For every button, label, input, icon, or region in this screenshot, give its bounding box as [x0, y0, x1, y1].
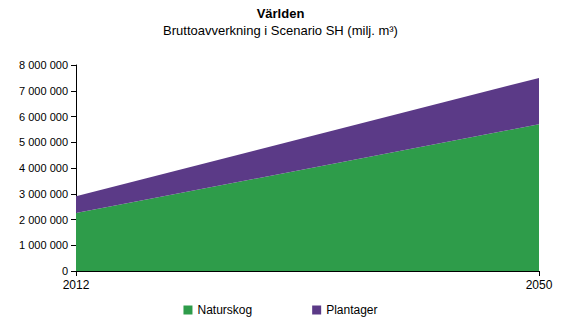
svg-text:3 000 000: 3 000 000 — [19, 188, 68, 200]
svg-text:Bruttoavverkning i Scenario SH: Bruttoavverkning i Scenario SH (milj. m³… — [163, 23, 398, 38]
svg-text:1 000 000: 1 000 000 — [19, 239, 68, 251]
svg-text:5 000 000: 5 000 000 — [19, 136, 68, 148]
svg-text:0: 0 — [62, 265, 68, 277]
svg-text:4 000 000: 4 000 000 — [19, 162, 68, 174]
svg-text:6 000 000: 6 000 000 — [19, 111, 68, 123]
svg-text:2050: 2050 — [526, 278, 553, 292]
svg-text:Naturskog: Naturskog — [197, 303, 252, 317]
svg-text:8 000 000: 8 000 000 — [19, 59, 68, 71]
svg-text:2 000 000: 2 000 000 — [19, 214, 68, 226]
svg-text:7 000 000: 7 000 000 — [19, 85, 68, 97]
svg-text:Plantager: Plantager — [326, 303, 377, 317]
svg-text:Världen: Världen — [257, 6, 305, 21]
svg-text:2012: 2012 — [63, 278, 90, 292]
